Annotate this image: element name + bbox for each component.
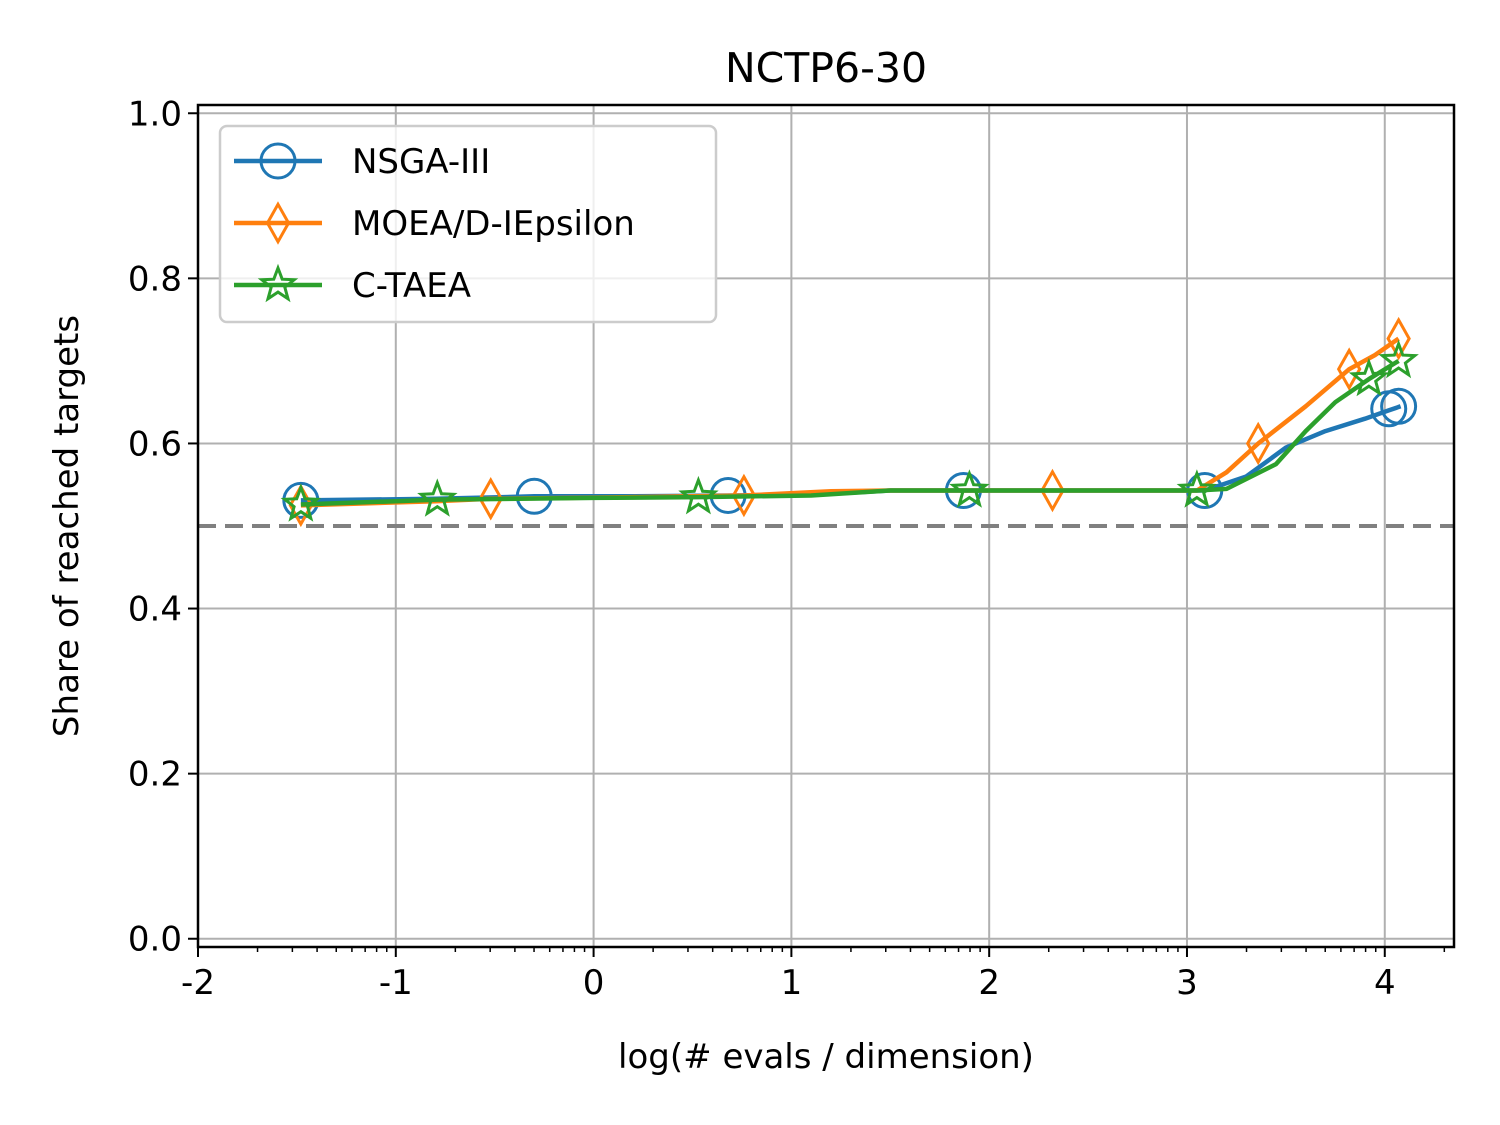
circle-marker xyxy=(1380,387,1418,425)
diamond-marker xyxy=(1040,468,1065,513)
diamond-marker xyxy=(731,473,757,518)
y-tick-label: 0.2 xyxy=(128,755,182,795)
legend-box xyxy=(218,124,718,324)
x-tick-label: 0 xyxy=(583,963,605,1003)
star-marker xyxy=(417,478,458,517)
legend: NSGA-III MOEA/D-IEpsilon C-TAEA xyxy=(218,124,718,324)
diamond-marker xyxy=(1336,347,1362,391)
legend-label: C-TAEA xyxy=(352,266,471,306)
legend-label: MOEA/D-IEpsilon xyxy=(352,204,635,244)
x-tick-label: 1 xyxy=(781,963,803,1003)
x-tick-label: 3 xyxy=(1176,963,1198,1003)
series-line xyxy=(300,358,1400,507)
x-axis-label: log(# evals / dimension) xyxy=(618,1037,1034,1077)
ticks: -2 -1 0 1 2 3 4 0.0 0.2 0.4 0.6 0.8 1.0 xyxy=(128,94,1446,1003)
y-axis-label: Share of reached targets xyxy=(47,315,87,737)
y-tick-label: 0.6 xyxy=(128,424,182,464)
star-marker xyxy=(1348,357,1390,397)
diamond-marker xyxy=(1386,316,1411,361)
plot-frame xyxy=(196,103,1456,949)
legend-label: NSGA-III xyxy=(352,142,490,182)
star-marker xyxy=(678,475,719,515)
star-marker xyxy=(1378,339,1419,379)
star-marker xyxy=(257,263,299,303)
y-tick-label: 0.8 xyxy=(128,259,182,299)
y-tick-label: 1.0 xyxy=(128,94,182,134)
y-tick-label: 0.0 xyxy=(128,920,182,960)
star-marker xyxy=(1176,469,1218,508)
x-tick-label: -2 xyxy=(181,963,215,1003)
x-tick-label: -1 xyxy=(379,963,413,1003)
y-tick-label: 0.4 xyxy=(128,590,182,630)
series-layer xyxy=(280,316,1419,528)
series-c-taea xyxy=(280,339,1419,522)
star-marker xyxy=(949,469,990,508)
x-tick-label: 2 xyxy=(978,963,1000,1003)
chart-title: NCTP6-30 xyxy=(725,44,927,92)
star-marker xyxy=(280,483,322,522)
diamond-marker xyxy=(1245,421,1271,466)
circle-marker xyxy=(259,142,297,180)
x-tick-label: 4 xyxy=(1374,963,1396,1003)
diamond-marker xyxy=(265,201,291,245)
diamond-marker xyxy=(478,477,503,521)
